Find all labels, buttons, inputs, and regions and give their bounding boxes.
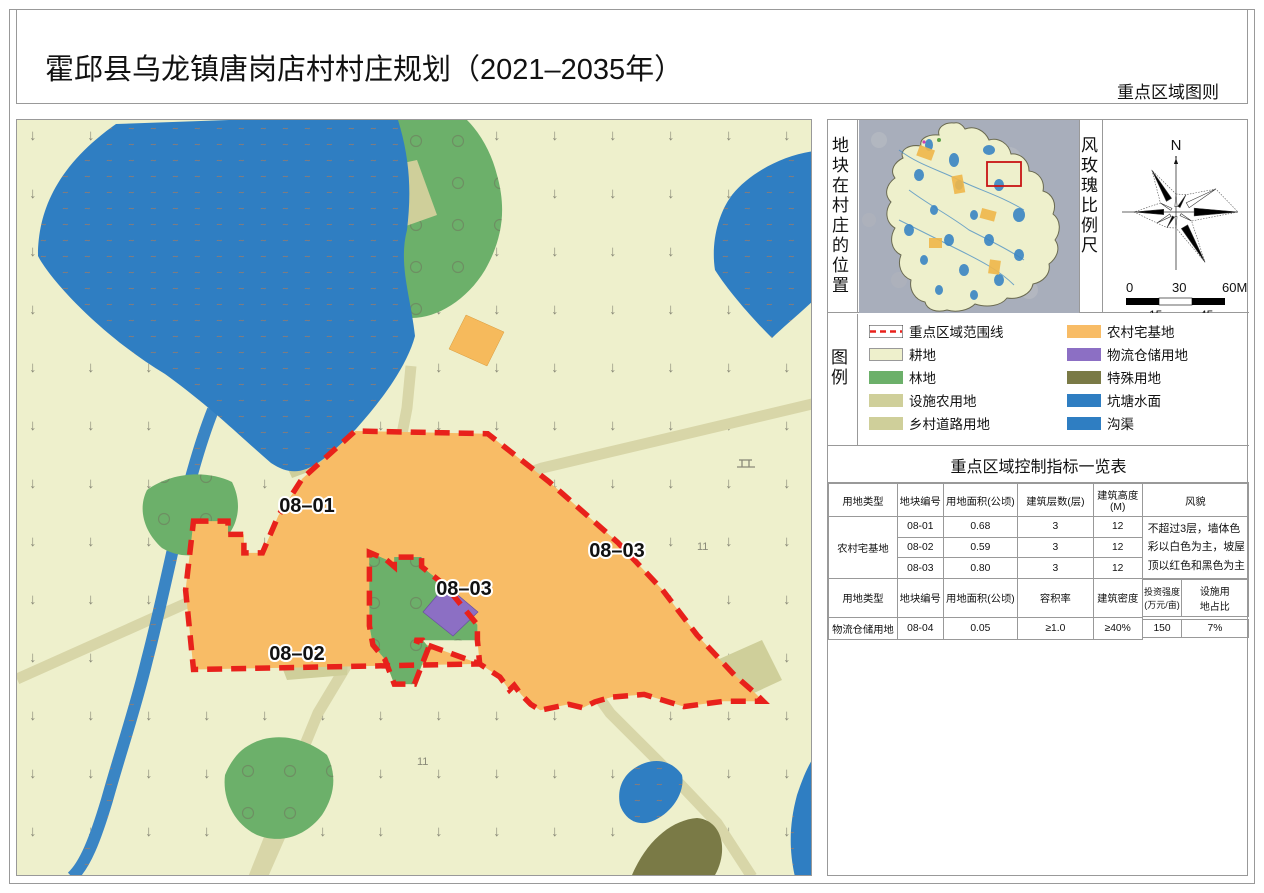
svg-text:11: 11	[417, 756, 428, 768]
svg-text:0: 0	[1126, 280, 1133, 295]
svg-text:45: 45	[1200, 308, 1214, 313]
svg-text:08–03: 08–03	[589, 540, 645, 562]
svg-text:11: 11	[697, 541, 708, 553]
svg-text:15: 15	[1149, 308, 1163, 313]
svg-text:30: 30	[1172, 280, 1186, 295]
svg-text:08–02: 08–02	[269, 643, 325, 665]
svg-text:08–03: 08–03	[436, 578, 492, 600]
svg-text:08–01: 08–01	[279, 495, 335, 517]
svg-text:N: N	[1171, 137, 1182, 154]
svg-text:60M: 60M	[1222, 280, 1247, 295]
